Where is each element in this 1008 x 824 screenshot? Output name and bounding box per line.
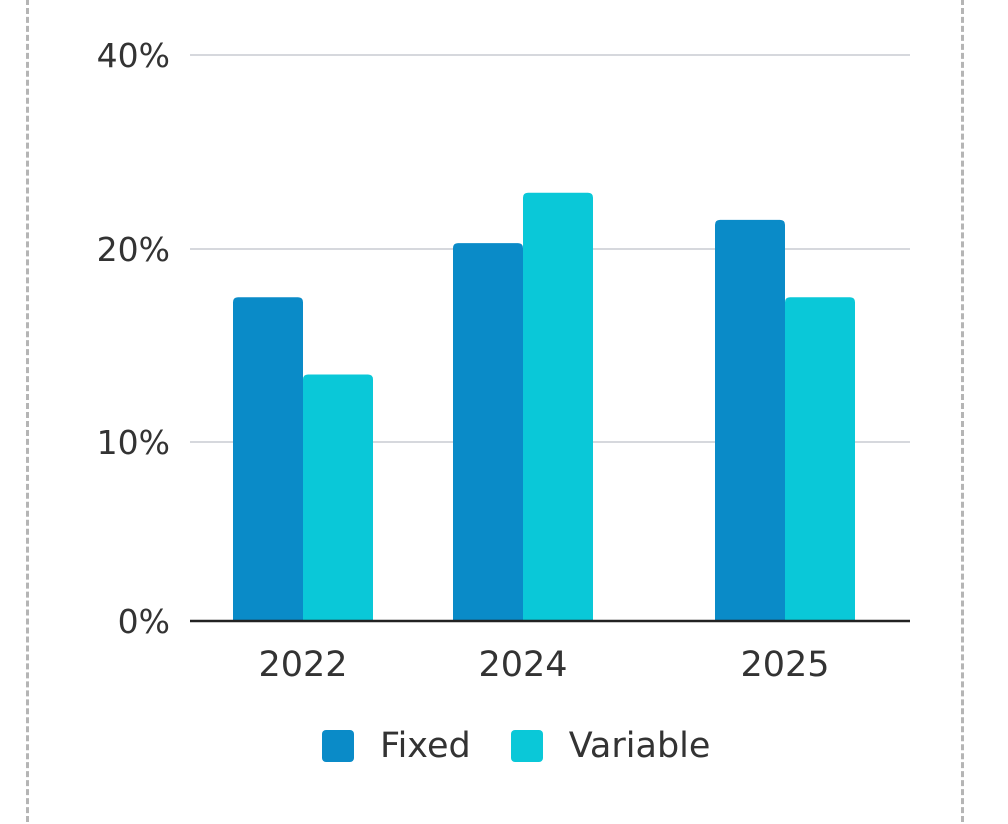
- x-tick-label-2025: 2025: [740, 645, 829, 685]
- bar-fixed-2024: [453, 243, 523, 621]
- y-tick-label-20: 20%: [97, 230, 170, 269]
- bar-fixed-2022: [233, 297, 303, 621]
- y-tick-label-40: 40%: [97, 36, 170, 75]
- legend-swatch-variable: [510, 730, 543, 762]
- chart-frame: [26, 0, 964, 824]
- y-tick-labels: 0% 10% 20% 40%: [97, 36, 170, 641]
- bar-variable-2022: [303, 374, 373, 621]
- legend: Fixed Variable: [322, 722, 750, 770]
- bar-fixed-2025: [715, 219, 785, 621]
- y-tick-label-0: 0%: [118, 602, 170, 641]
- y-tick-label-10: 10%: [97, 423, 170, 462]
- x-tick-labels: 2022 2024 2025: [258, 645, 829, 685]
- bar-variable-2024: [523, 192, 593, 622]
- legend-item-variable: Variable: [510, 726, 711, 766]
- legend-label-fixed: Fixed: [380, 726, 471, 766]
- x-tick-label-2024: 2024: [478, 645, 567, 685]
- legend-swatch-fixed: [322, 730, 354, 762]
- bars: [233, 192, 855, 622]
- bar-variable-2025: [785, 297, 855, 621]
- legend-item-fixed: Fixed: [322, 726, 471, 766]
- x-tick-label-2022: 2022: [258, 645, 347, 685]
- legend-label-variable: Variable: [568, 726, 711, 766]
